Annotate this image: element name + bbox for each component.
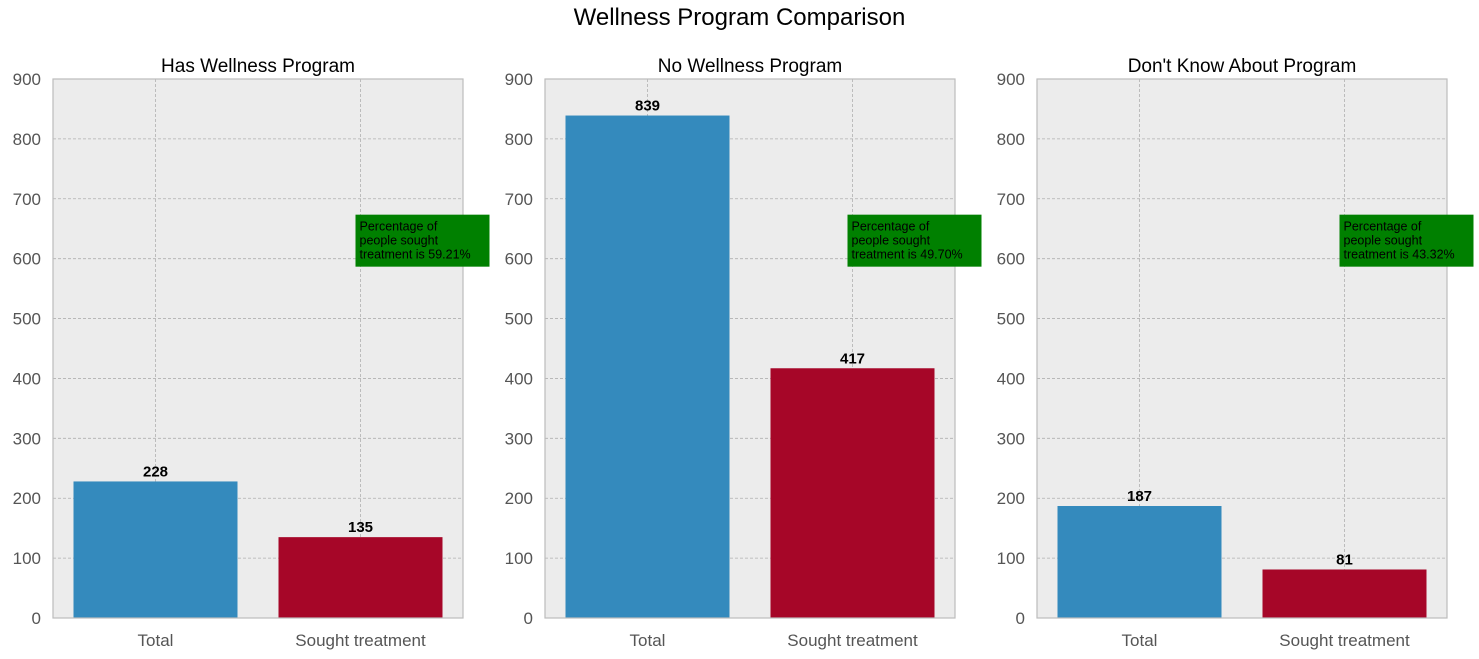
y-tick-label: 800 (505, 130, 533, 149)
y-tick-label: 900 (997, 70, 1025, 89)
x-tick-label: Total (630, 631, 666, 650)
y-tick-label: 200 (13, 489, 41, 508)
annotation-text: people sought (1344, 234, 1423, 248)
bar-total (565, 115, 730, 618)
y-tick-label: 200 (505, 489, 533, 508)
y-tick-label: 700 (997, 190, 1025, 209)
y-tick-label: 700 (505, 190, 533, 209)
y-tick-label: 400 (997, 369, 1025, 388)
annotation-text: Percentage of (1344, 220, 1422, 234)
y-tick-label: 300 (997, 429, 1025, 448)
y-tick-label: 800 (997, 130, 1025, 149)
annotation-text: Percentage of (852, 220, 930, 234)
bar-value-label: 839 (635, 98, 660, 115)
y-tick-label: 700 (13, 190, 41, 209)
annotation-box (355, 214, 490, 267)
y-tick-label: 400 (505, 369, 533, 388)
x-tick-label: Sought treatment (787, 631, 918, 650)
y-tick-label: 400 (13, 369, 41, 388)
y-tick-label: 0 (1016, 609, 1025, 628)
bar-value-label: 417 (840, 350, 865, 367)
y-tick-label: 100 (505, 549, 533, 568)
plot-border (544, 78, 956, 619)
bar-value-label: 187 (1127, 488, 1152, 505)
y-tick-label: 300 (505, 429, 533, 448)
panel-title: Don't Know About Program (1128, 56, 1357, 77)
y-tick-label: 100 (13, 549, 41, 568)
annotation-text: treatment is 43.32% (1344, 248, 1455, 262)
x-tick-label: Sought treatment (1279, 631, 1410, 650)
y-tick-label: 100 (997, 549, 1025, 568)
bar-sought-treatment (278, 537, 443, 618)
x-tick-label: Total (138, 631, 174, 650)
y-tick-label: 600 (505, 250, 533, 269)
annotation-text: Percentage of (360, 220, 438, 234)
y-tick-label: 600 (997, 250, 1025, 269)
annotation-text: treatment is 49.70% (852, 248, 963, 262)
y-tick-label: 300 (13, 429, 41, 448)
annotation-box (1339, 214, 1474, 267)
annotation-text: treatment is 59.21% (360, 248, 471, 262)
y-tick-label: 900 (505, 70, 533, 89)
annotation-text: people sought (852, 234, 931, 248)
bar-value-label: 81 (1336, 551, 1353, 568)
bar-value-label: 135 (348, 519, 373, 536)
y-tick-label: 0 (524, 609, 533, 628)
y-tick-label: 0 (32, 609, 41, 628)
y-tick-label: 500 (997, 310, 1025, 329)
panel-title: No Wellness Program (658, 56, 842, 77)
y-tick-label: 900 (13, 70, 41, 89)
plot-border (1036, 78, 1448, 619)
annotation-box (847, 214, 982, 267)
y-tick-label: 200 (997, 489, 1025, 508)
annotation-text: people sought (360, 234, 439, 248)
x-tick-label: Sought treatment (295, 631, 426, 650)
bar-total (1057, 506, 1222, 618)
bar-total (73, 481, 238, 618)
y-tick-label: 500 (505, 310, 533, 329)
y-tick-label: 500 (13, 310, 41, 329)
bar-sought-treatment (770, 368, 935, 618)
y-tick-label: 600 (13, 250, 41, 269)
figure-title: Wellness Program Comparison (573, 4, 906, 31)
y-tick-label: 800 (13, 130, 41, 149)
x-tick-label: Total (1122, 631, 1158, 650)
bar-value-label: 228 (143, 463, 168, 480)
bar-sought-treatment (1262, 569, 1427, 618)
panel-title: Has Wellness Program (161, 56, 355, 77)
plot-border (52, 78, 464, 619)
